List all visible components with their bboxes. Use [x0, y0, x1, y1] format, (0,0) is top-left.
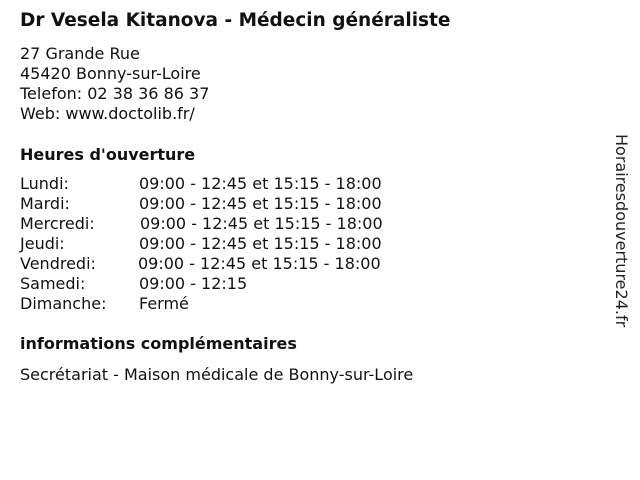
day: Samedi:	[20, 274, 86, 293]
info-heading: informations complémentaires	[20, 334, 297, 353]
time: Fermé	[139, 294, 189, 313]
hours-row: Jeudi: 09:00 - 12:45 et 15:15 - 18:00	[20, 234, 383, 254]
info-text: Secrétariat - Maison médicale de Bonny-s…	[20, 365, 414, 384]
hours-row: Lundi: 09:00 - 12:45 et 15:15 - 18:00	[20, 174, 383, 194]
day: Vendredi:	[20, 254, 96, 273]
hours-row: Dimanche: Fermé	[20, 294, 383, 314]
street: 27 Grande Rue	[20, 44, 140, 63]
phone: Telefon: 02 38 36 86 37	[20, 84, 210, 103]
hours-row: Mercredi: 09:00 - 12:45 et 15:15 - 18:00	[20, 214, 383, 234]
hours-heading: Heures d'ouverture	[20, 145, 196, 164]
hours-row: Vendredi: 09:00 - 12:45 et 15:15 - 18:00	[20, 254, 383, 274]
time: 09:00 - 12:45 et 15:15 - 18:00	[139, 234, 382, 253]
website: Web: www.doctolib.fr/	[20, 104, 195, 123]
time: 09:00 - 12:45 et 15:15 - 18:00	[138, 254, 381, 273]
time: 09:00 - 12:15	[139, 274, 248, 293]
hours-row: Samedi: 09:00 - 12:15	[20, 274, 383, 294]
city: 45420 Bonny-sur-Loire	[20, 64, 201, 83]
time: 09:00 - 12:45 et 15:15 - 18:00	[139, 194, 382, 213]
address-block: 27 Grande Rue 45420 Bonny-sur-Loire Tele…	[20, 44, 209, 124]
time: 09:00 - 12:45 et 15:15 - 18:00	[140, 214, 383, 233]
day: Dimanche:	[20, 294, 107, 313]
watermark: Horairesdouverture24.fr	[612, 134, 631, 328]
day: Lundi:	[20, 174, 69, 193]
time: 09:00 - 12:45 et 15:15 - 18:00	[139, 174, 382, 193]
hours-row: Mardi: 09:00 - 12:45 et 15:15 - 18:00	[20, 194, 383, 214]
day: Mercredi:	[20, 214, 95, 233]
page-title: Dr Vesela Kitanova - Médecin généraliste	[20, 10, 451, 31]
day: Jeudi:	[20, 234, 65, 253]
day: Mardi:	[20, 194, 70, 213]
hours-table: Lundi: 09:00 - 12:45 et 15:15 - 18:00 Mar…	[20, 174, 383, 314]
